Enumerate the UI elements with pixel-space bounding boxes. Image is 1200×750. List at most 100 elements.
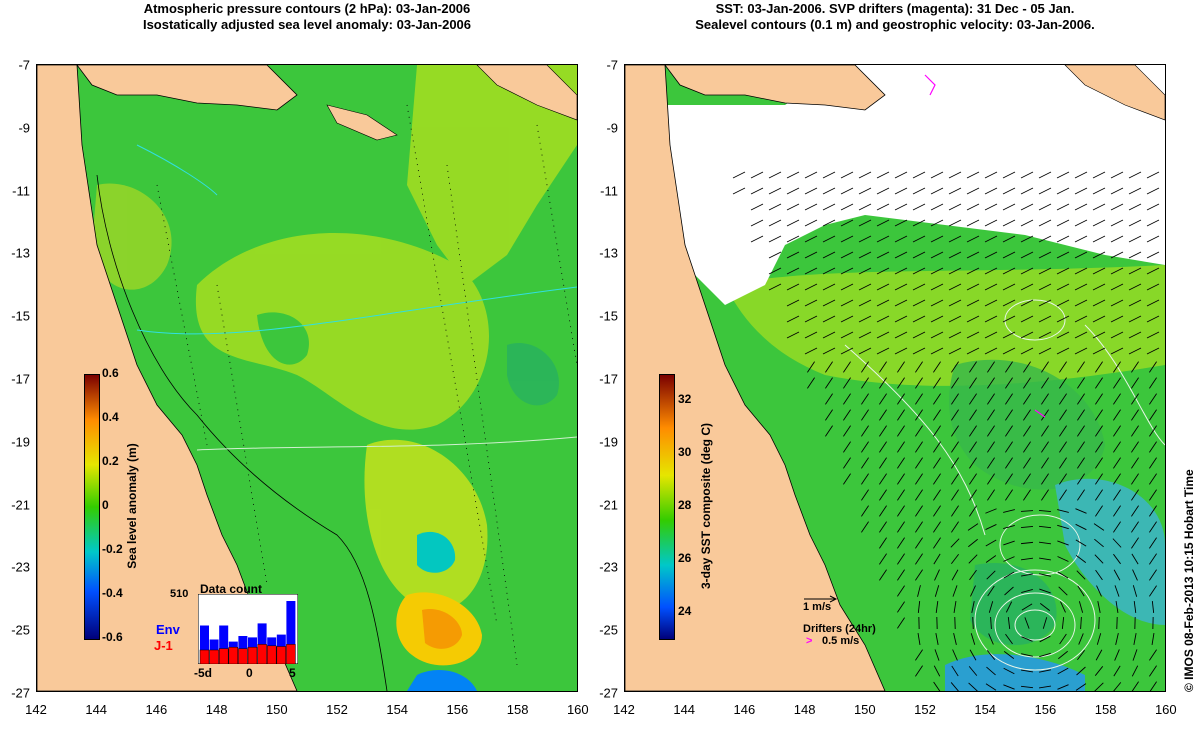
velocity-arrow — [1131, 425, 1139, 437]
velocity-arrow — [1038, 347, 1052, 355]
velocity-arrow — [786, 203, 800, 211]
velocity-arrow — [912, 267, 926, 275]
velocity-arrow — [768, 267, 782, 275]
velocity-arrow — [966, 203, 980, 211]
velocity-arrow — [840, 315, 854, 323]
velocity-arrow — [732, 171, 746, 179]
velocity-arrow — [933, 665, 941, 677]
velocity-arrow — [1076, 570, 1086, 580]
velocity-arrow — [933, 377, 941, 389]
velocity-arrow — [986, 570, 996, 580]
velocity-arrow — [948, 283, 962, 291]
velocity-arrow — [840, 267, 854, 275]
velocity-arrow — [1056, 251, 1070, 259]
velocity-arrow — [951, 473, 959, 485]
velocity-arrow — [915, 505, 923, 517]
velocity-arrow — [1075, 523, 1087, 531]
velocity-arrow — [1131, 361, 1139, 373]
left-x-tick: 146 — [145, 702, 168, 717]
right-title-line2: Sealevel contours (0.1 m) and geostrophi… — [695, 17, 1095, 32]
velocity-arrow — [1056, 267, 1070, 275]
velocity-arrow — [966, 315, 980, 323]
velocity-arrow — [1128, 219, 1142, 227]
velocity-arrow — [858, 299, 872, 307]
velocity-arrow — [933, 457, 941, 469]
velocity-arrow — [935, 600, 939, 614]
velocity-arrow — [1005, 633, 1013, 645]
velocity-arrow — [1003, 667, 1015, 675]
velocity-arrow — [1003, 509, 1015, 513]
velocity-arrow — [1131, 505, 1139, 517]
velocity-arrow — [1038, 219, 1052, 227]
velocity-arrow — [1149, 537, 1157, 549]
velocity-arrow — [930, 187, 944, 195]
velocity-arrow — [1113, 393, 1121, 405]
velocity-arrow — [1080, 616, 1082, 630]
velocity-arrow — [1113, 682, 1122, 691]
velocity-arrow — [858, 251, 872, 259]
velocity-arrow — [1113, 409, 1121, 421]
velocity-arrow — [970, 633, 976, 645]
velocity-arrow — [1095, 361, 1103, 373]
velocity-arrow — [840, 251, 854, 259]
velocity-arrow — [1020, 541, 1034, 545]
velocity-arrow — [1021, 653, 1033, 657]
velocity-arrow — [948, 171, 962, 179]
velocity-arrow — [804, 203, 818, 211]
velocity-arrow — [1128, 315, 1142, 323]
drifter-legend-marker: > — [806, 635, 813, 647]
velocity-arrow — [984, 283, 998, 291]
velocity-arrow — [1115, 633, 1119, 645]
velocity-arrow — [1095, 569, 1103, 581]
velocity-arrow — [879, 425, 887, 437]
velocity-arrow — [1095, 393, 1103, 405]
velocity-arrow — [1131, 489, 1139, 501]
velocity-arrow — [1110, 235, 1124, 243]
velocity-arrow — [807, 377, 815, 389]
velocity-arrow — [897, 617, 905, 629]
velocity-arrow — [1113, 489, 1121, 501]
velocity-arrow — [971, 601, 975, 613]
velocity-arrow — [1092, 283, 1106, 291]
right-y-tick: -11 — [600, 183, 618, 199]
velocity-arrow — [969, 569, 977, 581]
velocity-arrow — [1092, 171, 1106, 179]
velocity-arrow — [1038, 510, 1052, 512]
velocity-arrow — [1005, 409, 1013, 421]
velocity-arrow — [1020, 171, 1034, 179]
left-title-line2: Isostatically adjusted sea level anomaly… — [142, 17, 472, 32]
velocity-arrow — [1060, 601, 1066, 613]
velocity-arrow — [1024, 617, 1030, 629]
velocity-arrow — [1074, 203, 1088, 211]
velocity-arrow — [894, 283, 908, 291]
shelf-contour — [96, 174, 388, 691]
drifter-speed-label: 0.5 m/s — [822, 635, 860, 647]
velocity-arrow — [1057, 556, 1069, 562]
velocity-arrow — [1057, 571, 1069, 579]
velocity-arrow — [825, 361, 833, 373]
velocity-arrow — [1020, 251, 1034, 259]
land-solomon-islands — [326, 104, 398, 141]
velocity-arrow — [1077, 585, 1085, 597]
velocity-arrow — [968, 538, 978, 548]
velocity-arrow — [1038, 315, 1052, 323]
velocity-arrow — [1005, 457, 1013, 469]
velocity-arrow — [1020, 187, 1034, 195]
velocity-arrow — [1128, 187, 1142, 195]
velocity-arrow — [861, 457, 869, 469]
right-y-tick: -13 — [599, 245, 618, 261]
env-bar — [200, 625, 209, 664]
velocity-arrow — [915, 473, 923, 485]
velocity-arrow — [858, 347, 872, 355]
velocity-arrow — [1113, 473, 1121, 485]
velocity-arrow — [897, 441, 905, 453]
env-bar — [219, 625, 229, 664]
velocity-arrow — [858, 235, 872, 243]
velocity-arrow — [1059, 361, 1067, 373]
velocity-arrow — [1056, 315, 1070, 323]
right-x-tick: 150 — [853, 702, 876, 717]
velocity-arrow — [861, 473, 869, 485]
velocity-arrow — [1149, 377, 1157, 389]
left-x-tick: 154 — [386, 702, 409, 717]
velocity-arrow — [1092, 235, 1106, 243]
